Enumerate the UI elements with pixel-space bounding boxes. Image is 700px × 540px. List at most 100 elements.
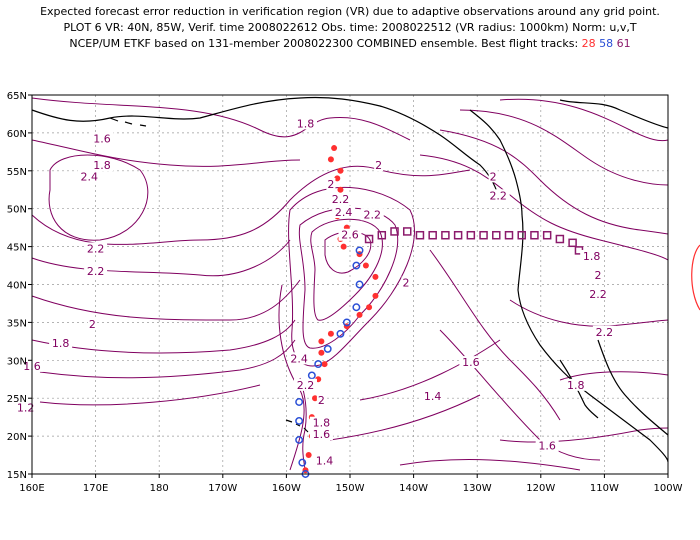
contour-line (399, 459, 581, 471)
contour-value-label: 2 (375, 159, 382, 172)
track-28-label: 28 (581, 37, 596, 50)
contour-value-label: 2.2 (332, 193, 350, 206)
contour-label-bg (287, 352, 311, 365)
y-tick-label: 25N (7, 394, 27, 405)
contour-value-label: 2 (490, 170, 497, 183)
track-58-point (295, 435, 304, 444)
track-61-point (504, 230, 514, 240)
track-58-point (295, 398, 304, 406)
track-58-point (298, 458, 307, 467)
track-61-point (364, 234, 374, 244)
contour-label-bg (535, 439, 559, 452)
track-61-point (377, 230, 387, 240)
contour-value-label: 2 (89, 318, 96, 331)
x-tick-label: 140W (399, 483, 428, 494)
contour-label-bg (326, 177, 336, 190)
contour-line (439, 129, 669, 235)
contour-line (419, 154, 669, 261)
y-tick-label: 45N (7, 243, 27, 254)
contour-label-bg (586, 287, 610, 300)
contour-label-bg (332, 206, 356, 219)
track-61-point (568, 238, 577, 248)
header-ensemble-text: NCEP/UM ETKF based on 131-member 2008022… (69, 37, 582, 50)
track-58-point (314, 360, 323, 369)
header-ensemble-line: NCEP/UM ETKF based on 131-member 2008022… (0, 36, 700, 52)
contour-value-label: 2.2 (489, 189, 507, 202)
contour-line (359, 339, 501, 401)
contour-label-bg (14, 401, 38, 414)
y-tick-label: 50N (7, 205, 27, 216)
x-tick-label: 110W (590, 483, 619, 494)
track-61-point (466, 230, 476, 240)
track-61-point (390, 227, 399, 236)
contour-labels: 2.41.61.81.8222.22.22.42.62.22.2221.81.6… (14, 117, 616, 468)
track-28-point (372, 273, 379, 280)
contour-label-bg (338, 228, 362, 241)
baja-california (559, 359, 599, 419)
track-61-point (492, 230, 501, 240)
contour-value-label: 2 (318, 394, 325, 407)
alaska-coast (31, 96, 499, 196)
contour-label-bg (328, 193, 352, 206)
x-tick-label: 170W (208, 483, 237, 494)
contour-value-label: 1.6 (538, 439, 556, 452)
contour-label-bg (84, 242, 108, 255)
contour-value-label: 1.8 (93, 159, 111, 172)
contour-line (31, 279, 301, 321)
track-28-point (305, 452, 312, 459)
x-tick-label: 160W (272, 483, 301, 494)
contour-value-label: 2 (327, 178, 334, 191)
contour-value-label: 2.4 (80, 170, 98, 183)
track-28-point (321, 361, 328, 368)
contour-line (31, 239, 291, 277)
track-58-point (307, 371, 316, 380)
us-west-coast (517, 214, 669, 463)
track-28-point (337, 167, 344, 174)
x-tick-label: 120W (526, 483, 555, 494)
track-28-point (327, 156, 334, 163)
contour-label-bg (293, 117, 317, 130)
track-61-point (415, 230, 425, 240)
track-28-point (331, 145, 338, 152)
contour-value-label: 1.6 (462, 356, 480, 369)
contour-line (499, 427, 669, 443)
contour-label-bg (49, 337, 73, 350)
y-tick-label: 35N (7, 318, 27, 329)
track-61-point (453, 230, 463, 240)
error-reduction-contours (31, 97, 669, 471)
contour-line (499, 98, 669, 142)
axes: 160E 170E 180 170W 160W 150W 140W 130W 120W 110W 1… (7, 91, 683, 494)
track-61-point (402, 227, 412, 236)
contour-value-label: 2.2 (596, 326, 614, 339)
plot-frame (31, 94, 669, 475)
track-28-point (318, 349, 325, 356)
contour-label-bg (459, 356, 483, 369)
contour-label-bg (77, 170, 101, 183)
track-58-point (336, 329, 345, 338)
contour-value-label: 1.4 (424, 390, 442, 403)
contour-line (31, 319, 296, 354)
contour-label-bg (313, 454, 337, 467)
contour-value-label: 2.2 (364, 208, 382, 221)
track-58-point (355, 246, 364, 255)
contour-label-bg (87, 318, 97, 331)
contour-value-label: 1.4 (316, 455, 334, 468)
contour-label-bg (360, 208, 384, 221)
contour-line (31, 97, 411, 141)
x-tick-label: 160E (19, 483, 44, 494)
aleutian-islands (109, 117, 147, 127)
x-tick-label: 170E (83, 483, 108, 494)
header-title-line: Expected forecast error reduction in ver… (40, 5, 660, 18)
track-61-label: 61 (616, 37, 631, 50)
contour-value-label: 2 (402, 277, 409, 290)
contour-line (31, 165, 471, 245)
contour-line (509, 299, 669, 327)
track-28-point (334, 175, 341, 182)
mexico-mainland (597, 339, 669, 436)
y-tick-label: 20N (7, 432, 27, 443)
contour-value-label: 1.2 (17, 402, 35, 415)
contour-line (299, 377, 307, 471)
contour-line (288, 186, 415, 367)
flight-tracks (295, 145, 584, 478)
